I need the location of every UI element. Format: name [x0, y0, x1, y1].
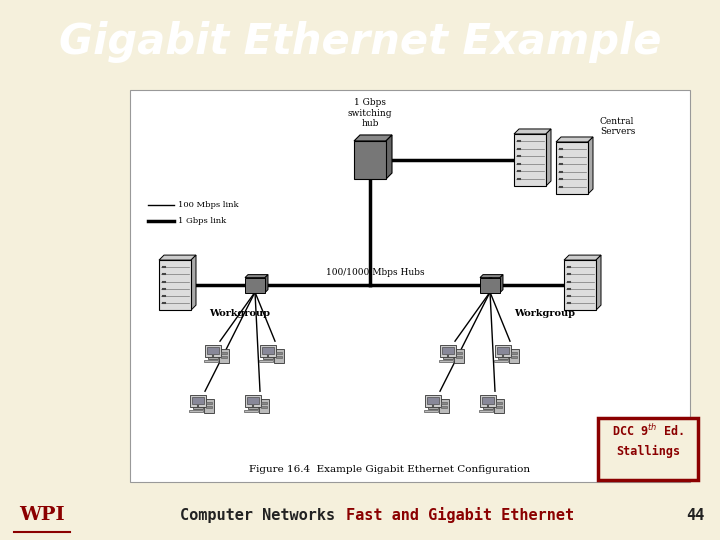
- Text: Figure 16.4  Example Gigabit Ethernet Configuration: Figure 16.4 Example Gigabit Ethernet Con…: [249, 465, 531, 474]
- Bar: [442, 347, 454, 354]
- Bar: [219, 349, 229, 363]
- Polygon shape: [159, 255, 196, 260]
- Text: 1 Gbps
switching
hub: 1 Gbps switching hub: [348, 98, 392, 128]
- Bar: [496, 407, 502, 408]
- Bar: [439, 399, 449, 413]
- Polygon shape: [191, 255, 196, 310]
- Bar: [495, 345, 511, 357]
- Bar: [205, 345, 221, 357]
- Bar: [130, 90, 690, 482]
- Bar: [244, 410, 258, 413]
- Bar: [192, 397, 204, 404]
- Bar: [204, 360, 218, 362]
- Bar: [263, 357, 273, 359]
- Bar: [354, 141, 386, 179]
- Bar: [261, 407, 267, 408]
- Bar: [159, 260, 191, 310]
- Polygon shape: [245, 275, 268, 278]
- Bar: [483, 407, 493, 409]
- Bar: [261, 402, 267, 404]
- Bar: [259, 360, 273, 362]
- Bar: [276, 353, 282, 354]
- Bar: [425, 395, 441, 407]
- Bar: [440, 345, 456, 357]
- Bar: [480, 278, 500, 293]
- Bar: [204, 399, 214, 413]
- Bar: [207, 347, 219, 354]
- Bar: [245, 278, 265, 293]
- Bar: [598, 418, 698, 480]
- Bar: [456, 353, 462, 354]
- Bar: [208, 357, 218, 359]
- Bar: [206, 407, 212, 408]
- Bar: [509, 349, 519, 363]
- Text: Computer Networks: Computer Networks: [181, 508, 336, 523]
- Bar: [221, 356, 227, 358]
- Polygon shape: [514, 129, 551, 134]
- Bar: [190, 395, 206, 407]
- Bar: [494, 360, 508, 362]
- Bar: [245, 395, 261, 407]
- Bar: [482, 397, 494, 404]
- Bar: [189, 410, 203, 413]
- Bar: [454, 349, 464, 363]
- Polygon shape: [596, 255, 601, 310]
- Bar: [479, 410, 493, 413]
- Bar: [262, 347, 274, 354]
- Bar: [193, 407, 203, 409]
- Polygon shape: [564, 255, 601, 260]
- Bar: [274, 349, 284, 363]
- Bar: [443, 357, 453, 359]
- Polygon shape: [500, 275, 503, 293]
- Bar: [498, 357, 508, 359]
- Polygon shape: [386, 135, 392, 179]
- Bar: [248, 407, 258, 409]
- Bar: [441, 402, 447, 404]
- Bar: [564, 260, 596, 310]
- Bar: [497, 347, 509, 354]
- Bar: [456, 356, 462, 358]
- Bar: [480, 395, 496, 407]
- Bar: [556, 142, 588, 194]
- Bar: [511, 353, 517, 354]
- Bar: [259, 399, 269, 413]
- Bar: [428, 407, 438, 409]
- Text: 100 Mbps link: 100 Mbps link: [178, 201, 238, 209]
- Bar: [439, 360, 453, 362]
- Text: Central
Servers: Central Servers: [600, 117, 635, 136]
- Text: Fast and Gigabit Ethernet: Fast and Gigabit Ethernet: [346, 507, 574, 523]
- Polygon shape: [265, 275, 268, 293]
- Polygon shape: [354, 135, 392, 141]
- Text: 44: 44: [686, 508, 704, 523]
- Bar: [247, 397, 259, 404]
- Bar: [514, 134, 546, 186]
- Bar: [221, 353, 227, 354]
- Text: Workgroup: Workgroup: [210, 309, 271, 318]
- Text: Gigabit Ethernet Example: Gigabit Ethernet Example: [59, 21, 661, 63]
- Polygon shape: [556, 137, 593, 142]
- Text: Workgroup: Workgroup: [515, 309, 575, 318]
- Bar: [276, 356, 282, 358]
- Polygon shape: [588, 137, 593, 194]
- Text: DCC 9$^{th}$ Ed.
Stallings: DCC 9$^{th}$ Ed. Stallings: [612, 423, 684, 458]
- Bar: [496, 402, 502, 404]
- Bar: [427, 397, 439, 404]
- Text: 100/1000-Mbps Hubs: 100/1000-Mbps Hubs: [325, 268, 424, 276]
- Bar: [206, 402, 212, 404]
- Bar: [424, 410, 438, 413]
- Text: WPI: WPI: [19, 506, 65, 524]
- Bar: [260, 345, 276, 357]
- Bar: [441, 407, 447, 408]
- Bar: [494, 399, 504, 413]
- Text: 1 Gbps link: 1 Gbps link: [178, 217, 226, 225]
- Bar: [511, 356, 517, 358]
- Polygon shape: [546, 129, 551, 186]
- Polygon shape: [480, 275, 503, 278]
